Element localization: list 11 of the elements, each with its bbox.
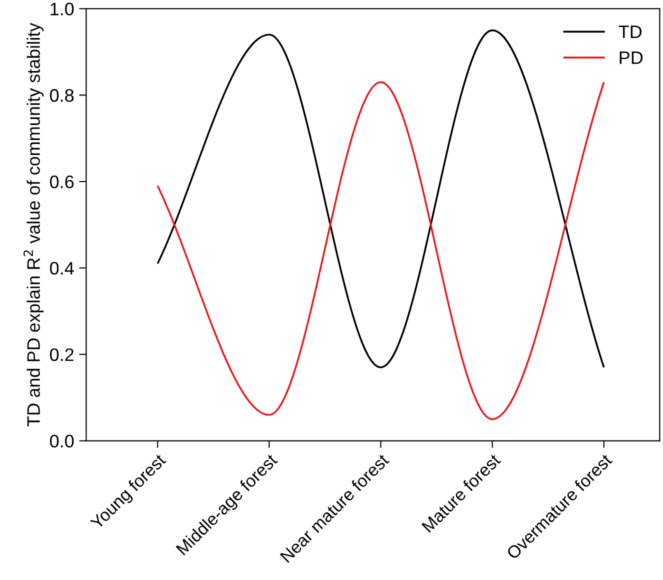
line-series: [156, 29, 605, 368]
y-tick-label: 0.6: [50, 175, 74, 188]
y-tick-label: 0.0: [50, 434, 74, 448]
legend-label: PD: [620, 51, 643, 64]
y-tick-label: 0.8: [50, 89, 74, 102]
y-tick-label: 1.0: [50, 2, 74, 16]
y-tick-label: 0.2: [50, 348, 74, 362]
y-axis-title: TD and PD explain R$^{2}$ value of community stability: [24, 22, 44, 426]
y-tick-label: 0.4: [50, 262, 74, 275]
line-series: [156, 81, 605, 420]
legend-label: TD: [618, 26, 642, 38]
